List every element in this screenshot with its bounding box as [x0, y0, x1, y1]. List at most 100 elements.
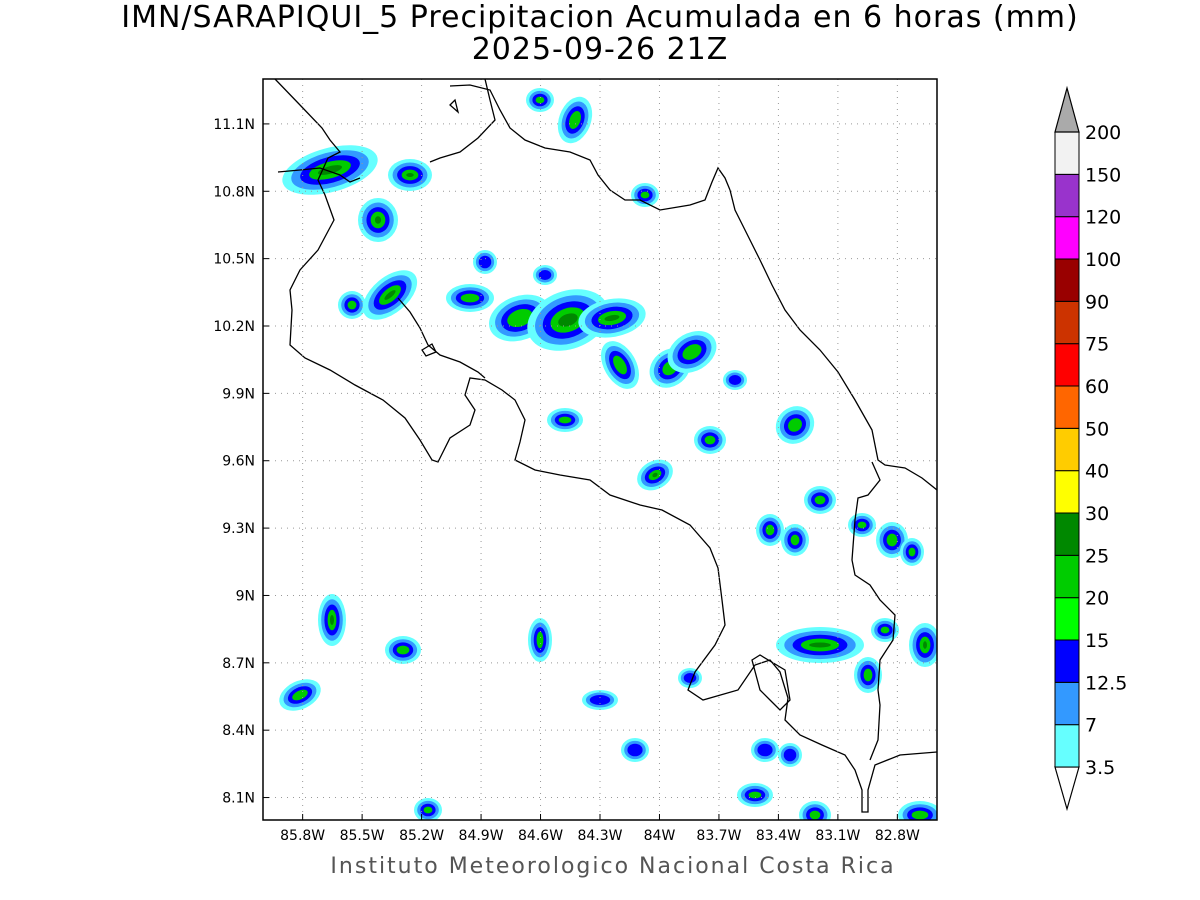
legend-label: 50	[1085, 418, 1109, 440]
footer-credit: Instituto Meteorologico Nacional Costa R…	[330, 854, 896, 879]
precip-cell	[765, 524, 775, 536]
legend-swatch	[1054, 639, 1080, 683]
precip-cell	[292, 689, 308, 701]
precip-cell	[347, 300, 357, 310]
precip-cell	[857, 521, 867, 529]
map-timestamp: 2025-09-26 21Z	[471, 32, 729, 67]
precip-field	[274, 79, 937, 820]
precip-cell	[880, 626, 890, 634]
precip-cell	[886, 533, 898, 547]
x-axis: 85.8W 85.5W 85.2W 84.9W 84.6W 84.3W 84W 83.7W 83…	[280, 814, 920, 844]
legend-swatch	[1054, 385, 1080, 429]
precip-cell	[748, 791, 762, 799]
precip-cell	[790, 534, 800, 546]
precip-cell	[627, 743, 643, 757]
precip-cell	[384, 290, 396, 300]
legend-label: 100	[1085, 249, 1121, 271]
map-title: IMN/SARAPIQUI_5 Precipitacion Acumulada …	[121, 0, 1079, 35]
precip-cell	[783, 748, 797, 762]
y-tick-label: 10.2N	[213, 319, 255, 335]
legend-swatch	[1054, 343, 1080, 387]
y-tick-label: 10.5N	[213, 252, 255, 268]
x-tick-label: 84.6W	[518, 828, 563, 844]
precip-cell	[317, 165, 343, 175]
legend-label: 7	[1085, 715, 1097, 737]
legend-label: 12.5	[1085, 672, 1127, 694]
precip-cell	[814, 495, 826, 505]
precip-cell	[569, 111, 581, 129]
grid-lines	[263, 79, 937, 820]
legend-arrow-low	[1054, 766, 1080, 812]
legend-swatch	[1054, 554, 1080, 599]
precip-cell	[374, 216, 382, 224]
precip-cell	[589, 695, 611, 705]
legend-label: 200	[1085, 122, 1121, 144]
precip-cell	[613, 355, 627, 375]
y-tick-label: 9N	[236, 588, 255, 604]
y-tick-label: 8.7N	[222, 656, 255, 672]
legend-label: 150	[1085, 164, 1121, 186]
y-tick-label: 8.1N	[222, 791, 255, 807]
legend-swatch	[1054, 173, 1080, 218]
legend-swatch	[1054, 427, 1080, 472]
y-tick-label: 8.4N	[222, 723, 255, 739]
legend-label: 20	[1085, 588, 1109, 610]
precip-cell	[863, 668, 873, 682]
legend-label: 60	[1085, 376, 1109, 398]
legend-label: 120	[1085, 207, 1121, 229]
precip-cell	[682, 344, 702, 360]
x-tick-label: 85.5W	[340, 828, 385, 844]
legend-label: 90	[1085, 291, 1109, 313]
legend-swatch	[1054, 681, 1080, 726]
precip-cell	[652, 472, 658, 478]
x-tick-label: 84.3W	[577, 828, 622, 844]
precip-cell	[507, 308, 533, 328]
precip-cell	[396, 645, 410, 655]
coastline	[274, 79, 937, 813]
y-tick-label: 10.8N	[213, 184, 255, 200]
legend-label: 40	[1085, 461, 1109, 483]
precip-cell	[423, 806, 433, 814]
precip-cell	[809, 810, 821, 820]
precip-cell	[558, 416, 572, 424]
precip-cell	[640, 191, 650, 199]
legend-swatch	[1054, 131, 1080, 175]
precip-cell	[908, 547, 916, 557]
y-axis: 11.1N 10.8N 10.5N 10.2N 9.9N 9.6N 9.3N 9N 8.7N 8.…	[213, 117, 269, 807]
legend-swatch	[1054, 597, 1080, 641]
legend-swatch	[1054, 216, 1080, 260]
precip-cell	[558, 313, 578, 327]
precip-cell	[536, 631, 544, 649]
y-tick-label: 9.6N	[222, 454, 255, 470]
x-tick-label: 82.8W	[875, 828, 920, 844]
precip-cell	[330, 614, 334, 626]
precip-cell	[535, 96, 545, 104]
x-tick-label: 85.2W	[399, 828, 444, 844]
precip-cell	[728, 375, 742, 385]
precip-cell	[478, 255, 492, 269]
x-tick-label: 83.1W	[815, 828, 860, 844]
precip-cell	[538, 270, 552, 280]
precip-cell	[406, 173, 414, 177]
x-tick-label: 85.8W	[280, 828, 325, 844]
legend-swatch	[1054, 724, 1080, 768]
legend-swatch	[1054, 470, 1080, 514]
legend-swatch	[1054, 512, 1080, 556]
color-legend: 3.5 7 12.5 15 20 25 30 40 50 60 75 90 100 120 150 200	[1054, 85, 1127, 812]
legend-swatch	[1054, 258, 1080, 302]
legend-arrow-high	[1054, 85, 1080, 133]
precip-cell	[809, 642, 831, 648]
legend-label: 30	[1085, 503, 1109, 525]
legend-swatch	[1054, 300, 1080, 345]
legend-label: 25	[1085, 545, 1109, 567]
legend-label: 75	[1085, 334, 1109, 356]
y-tick-label: 9.3N	[222, 521, 255, 537]
x-tick-label: 84.9W	[459, 828, 504, 844]
precip-cell	[704, 435, 716, 445]
y-tick-label: 9.9N	[222, 386, 255, 402]
legend-label: 15	[1085, 630, 1109, 652]
x-tick-label: 83.4W	[756, 828, 801, 844]
precip-cell	[757, 743, 773, 757]
precip-cell	[460, 293, 480, 303]
